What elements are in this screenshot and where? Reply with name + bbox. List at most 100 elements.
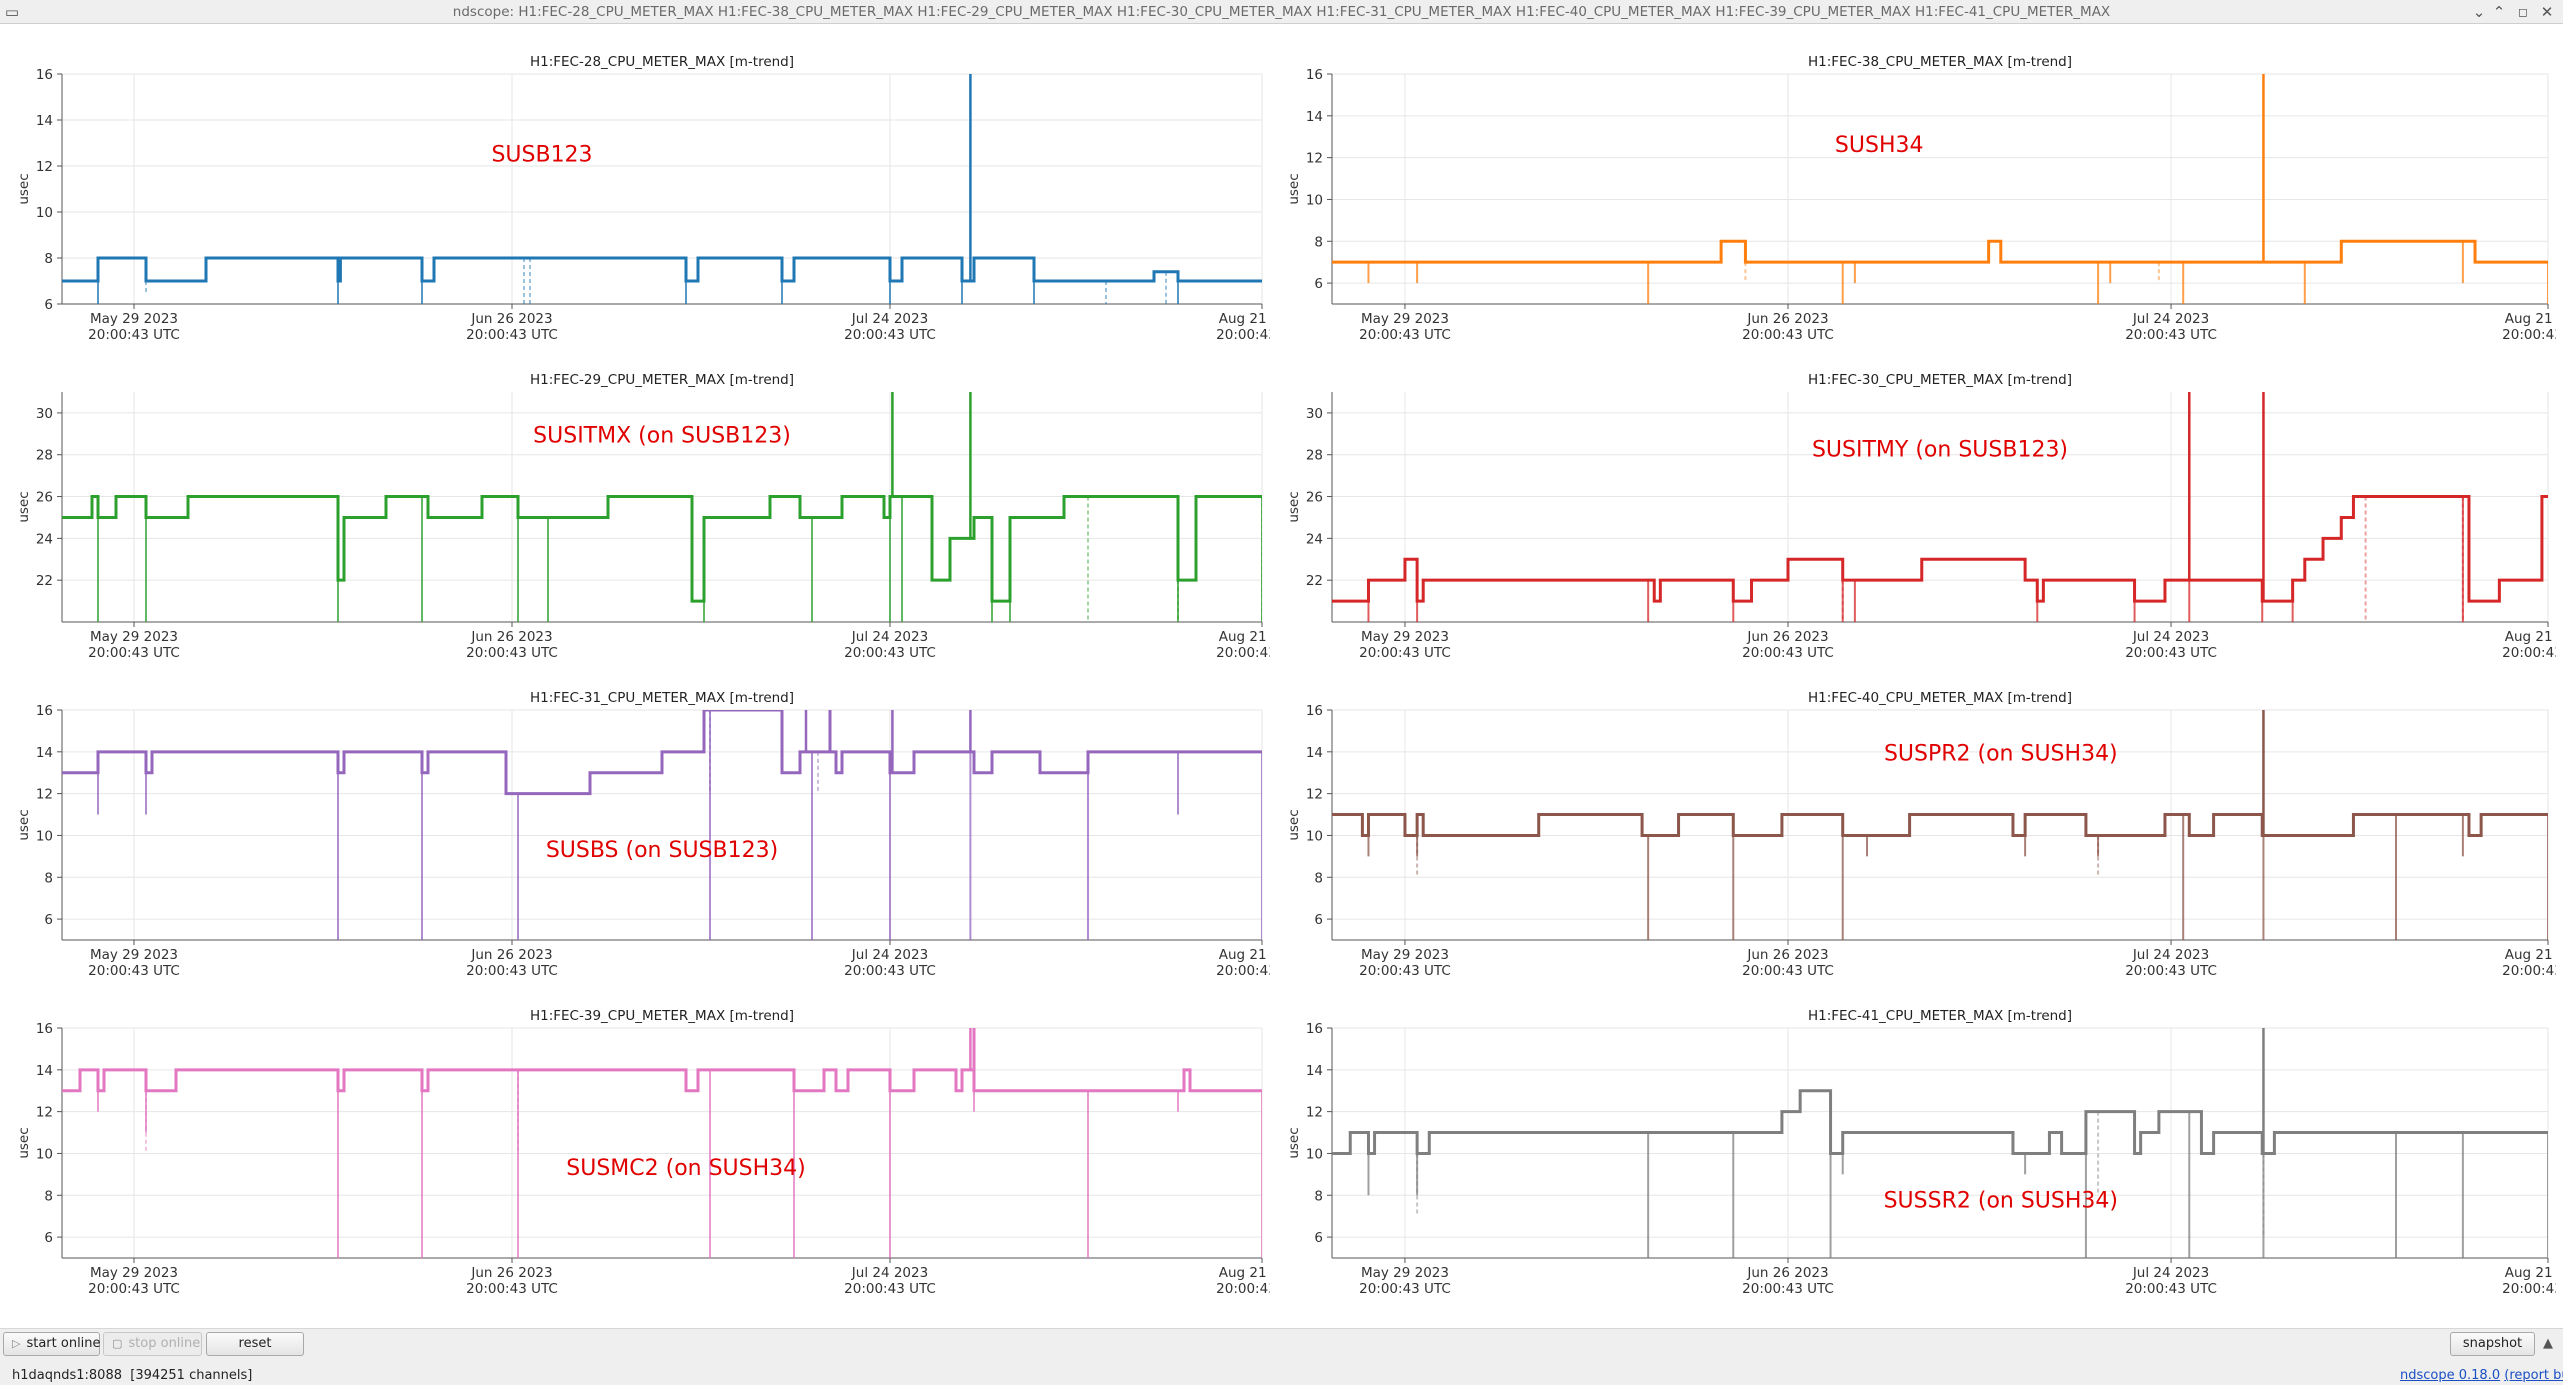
- x-tick-date: Aug 21 2023: [2505, 629, 2556, 645]
- plot-grid-lines: [62, 709, 1263, 940]
- app-menu-icon[interactable]: ▭: [4, 3, 20, 21]
- x-tick-date: Aug 21 2023: [1219, 311, 1270, 327]
- x-tick-time: 20:00:43 UTC: [844, 963, 936, 978]
- x-tick-date: Jun 26 2023: [470, 947, 552, 963]
- y-tick-label: 28: [1306, 448, 1323, 464]
- stop-online-button[interactable]: ▢ stop online: [103, 1332, 202, 1356]
- x-tick-date: Jul 24 2023: [2132, 311, 2209, 327]
- x-tick-date: Aug 21 2023: [1219, 629, 1270, 645]
- y-tick-label: 16: [36, 67, 53, 83]
- plot-grid-lines: [62, 73, 1263, 305]
- status-version: ndscope 0.18.0 (report bug): [2400, 1368, 2563, 1383]
- x-tick-date: Jun 26 2023: [470, 1265, 552, 1281]
- maximize-icon[interactable]: ◻: [2518, 5, 2528, 19]
- stop-icon: ▢: [112, 1337, 123, 1350]
- snapshot-button[interactable]: snapshot: [2450, 1332, 2535, 1356]
- reset-button[interactable]: reset: [206, 1332, 304, 1356]
- minimize-icon[interactable]: ⌄: [2472, 3, 2486, 21]
- expand-panel-icon[interactable]: ▲: [2543, 1336, 2553, 1351]
- y-tick-label: 16: [36, 703, 53, 719]
- plot-annotation: SUSITMX (on SUSB123): [533, 424, 791, 449]
- restore-icon[interactable]: ⌃: [2492, 3, 2506, 21]
- reset-label: reset: [238, 1336, 272, 1351]
- y-tick-label: 26: [1306, 490, 1323, 506]
- trend-max-line: [1332, 1089, 2548, 1155]
- y-tick-label: 10: [36, 828, 53, 844]
- x-tick-time: 20:00:43 UTC: [466, 327, 558, 342]
- plot-grid: 6 8 10 12 14 16 May 29 2023 20:00:43 UTC Jun 26 …: [0, 24, 2563, 1328]
- trend-max-line: [1332, 495, 2548, 603]
- x-tick-date: Aug 21 2023: [2505, 1265, 2556, 1281]
- x-tick-date: Jul 24 2023: [851, 1265, 928, 1281]
- plot-annotation: SUSB123: [491, 142, 592, 167]
- x-tick-time: 20:00:43 UTC: [88, 645, 180, 660]
- x-tick-time: 20:00:43 UTC: [1359, 963, 1451, 978]
- y-tick-label: 24: [36, 531, 53, 547]
- status-server: h1daqnds1:8088 [394251 channels]: [12, 1368, 252, 1383]
- x-tick-date: Jul 24 2023: [851, 629, 928, 645]
- y-axis-label: usec: [16, 1127, 32, 1158]
- x-tick-date: Jun 26 2023: [1746, 1265, 1828, 1281]
- x-tick-time: 20:00:43 UTC: [88, 1281, 180, 1296]
- play-icon: ▷: [12, 1337, 21, 1350]
- close-icon[interactable]: ✕: [2540, 3, 2554, 21]
- start-online-button[interactable]: ▷ start online: [3, 1332, 101, 1356]
- x-tick-date: May 29 2023: [90, 947, 178, 963]
- trend-max-line: [1332, 239, 2548, 264]
- x-tick-time: 20:00:43 UTC: [1742, 1281, 1834, 1296]
- x-tick-date: Jul 24 2023: [2132, 947, 2209, 963]
- x-tick-date: Aug 21 2023: [1219, 1265, 1270, 1281]
- x-tick-time: 20:00:43 UTC: [1359, 327, 1451, 342]
- plot-title: H1:FEC-39_CPU_METER_MAX [m-trend]: [530, 1008, 794, 1024]
- y-tick-label: 6: [44, 297, 53, 313]
- x-tick-date: Jul 24 2023: [2132, 629, 2209, 645]
- x-tick-date: May 29 2023: [1361, 311, 1449, 327]
- y-tick-label: 12: [1306, 151, 1323, 167]
- plot-annotation: SUSITMY (on SUSB123): [1812, 437, 2068, 462]
- trend-max-line: [62, 495, 1262, 603]
- x-tick-date: Aug 21 2023: [2505, 947, 2556, 963]
- y-tick-label: 12: [36, 159, 53, 175]
- y-tick-label: 16: [1306, 1021, 1323, 1037]
- plot-grid-lines: [1332, 73, 2549, 304]
- y-tick-label: 8: [44, 1188, 53, 1204]
- plot-title: H1:FEC-30_CPU_METER_MAX [m-trend]: [1808, 372, 2072, 388]
- x-tick-time: 20:00:43 UTC: [2125, 1281, 2217, 1296]
- y-axis-label: usec: [16, 491, 32, 522]
- y-tick-label: 10: [36, 205, 53, 221]
- plot-scroll-gutter[interactable]: [2556, 24, 2563, 1328]
- x-tick-time: 20:00:43 UTC: [1359, 645, 1451, 660]
- y-tick-label: 14: [1306, 745, 1323, 761]
- y-tick-label: 16: [1306, 67, 1323, 83]
- y-tick-label: 10: [1306, 828, 1323, 844]
- plot-grid-lines: [62, 1027, 1263, 1258]
- x-tick-date: May 29 2023: [1361, 947, 1449, 963]
- version-link[interactable]: ndscope 0.18.0: [2400, 1368, 2501, 1383]
- report-bug-link[interactable]: (report bug): [2504, 1368, 2563, 1383]
- y-tick-label: 28: [36, 448, 53, 464]
- x-tick-time: 20:00:43 UTC: [1742, 645, 1834, 660]
- x-tick-time: 20:00:43 UTC: [1216, 327, 1270, 342]
- trend-max-line: [62, 1028, 1262, 1093]
- x-tick-date: Jul 24 2023: [851, 311, 928, 327]
- x-tick-time: 20:00:43 UTC: [1216, 1281, 1270, 1296]
- plot-annotation: SUSBS (on SUSB123): [546, 838, 778, 863]
- y-tick-label: 12: [36, 1105, 53, 1121]
- snapshot-label: snapshot: [2462, 1336, 2523, 1351]
- plot-title: H1:FEC-38_CPU_METER_MAX [m-trend]: [1808, 54, 2072, 70]
- channel-count: [394251 channels]: [130, 1368, 253, 1383]
- y-tick-label: 6: [1314, 1230, 1323, 1246]
- x-tick-time: 20:00:43 UTC: [2125, 645, 2217, 660]
- y-tick-label: 14: [1306, 109, 1323, 125]
- y-tick-label: 6: [44, 1230, 53, 1246]
- x-tick-date: Jun 26 2023: [1746, 311, 1828, 327]
- plot-title: H1:FEC-31_CPU_METER_MAX [m-trend]: [530, 690, 794, 706]
